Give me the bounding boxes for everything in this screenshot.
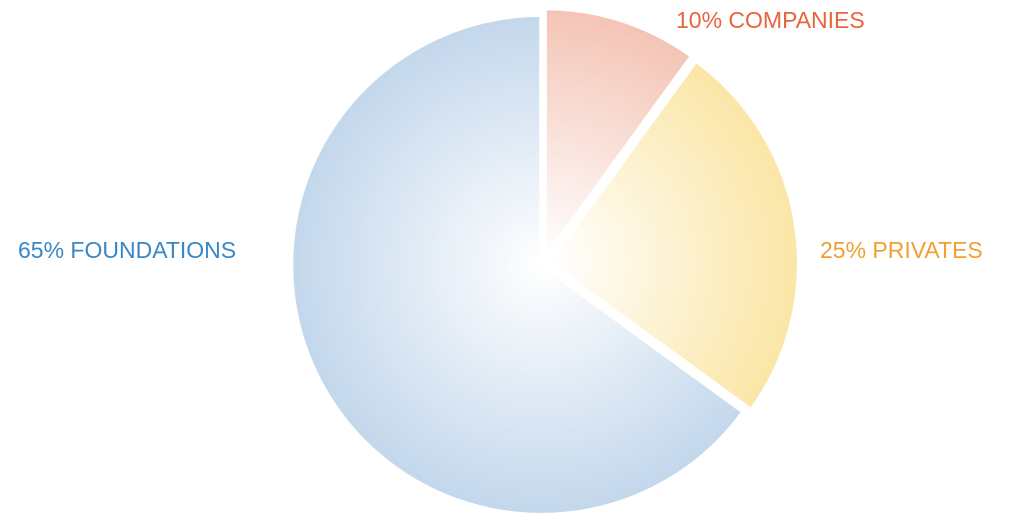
slice-label-foundations: 65% FOUNDATIONS — [18, 237, 237, 263]
pie-slice-companies — [542, 6, 694, 261]
slice-label-privates: 25% PRIVATES — [820, 237, 983, 263]
pie-slices — [289, 6, 801, 517]
pie-slice-privates — [546, 58, 801, 413]
slice-label-companies: 10% COMPANIES — [676, 7, 865, 33]
pie-slice-foundations — [289, 12, 746, 517]
